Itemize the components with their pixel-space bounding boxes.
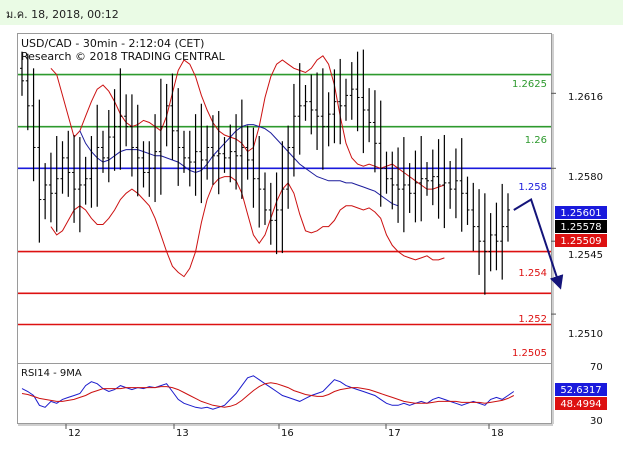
level-label-1.26: 1.26 xyxy=(525,135,547,146)
x-axis-label: 18 xyxy=(491,428,504,439)
forecast-arrow xyxy=(513,197,564,290)
rsi-tick-label: 30 xyxy=(590,416,603,427)
rsi-tag-blue: 52.6317 xyxy=(560,385,601,396)
header-date: ม.ค. 18, 2018, 00:12 xyxy=(6,8,119,21)
x-axis-label: 17 xyxy=(388,428,401,439)
price-tag-black: 1.25578 xyxy=(560,222,601,233)
y-tick-label: 1.2580 xyxy=(568,172,603,183)
price-tags: 1.25601 1.25578 1.25509 xyxy=(555,206,607,247)
rsi-title: RSI14 - 9MA xyxy=(21,368,82,379)
level-label-1.254: 1.254 xyxy=(518,268,547,279)
rsi-tick-label: 70 xyxy=(590,362,603,373)
price-tag-box-red xyxy=(555,234,607,247)
y-tick-label: 1.2545 xyxy=(568,250,603,261)
x-axis-ticks xyxy=(65,424,490,429)
forecast-layer xyxy=(513,197,564,290)
price-tag-blue: 1.25601 xyxy=(560,208,601,219)
level-label-1.252: 1.252 xyxy=(518,314,547,325)
candles-layer xyxy=(20,49,510,295)
chart-title: USD/CAD - 30min - 2:12:04 (CET) xyxy=(21,37,204,50)
rsi-layer xyxy=(21,375,515,410)
chart-subtitle: Research © 2018 TRADING CENTRAL xyxy=(21,50,226,63)
rsi-tag-box-blue xyxy=(555,383,607,396)
price-tag-red: 1.25509 xyxy=(560,236,601,247)
x-axis-label: 12 xyxy=(68,428,81,439)
level-labels: 1.2625 1.26 1.258 1.254 1.252 1.2505 xyxy=(512,79,547,359)
level-label-1.2625: 1.2625 xyxy=(512,79,547,90)
y-tick-label: 1.2616 xyxy=(568,92,603,103)
header-bar: ม.ค. 18, 2018, 00:12 xyxy=(0,0,623,25)
rsi-ma-line xyxy=(21,382,515,408)
rsi-panel-frame xyxy=(17,363,552,424)
rsi-tag-red: 48.4994 xyxy=(560,399,601,410)
price-tag-box-blue xyxy=(555,206,607,219)
rsi-tag-box-red xyxy=(555,397,607,410)
level-label-1.2505: 1.2505 xyxy=(512,348,547,359)
bollinger-lower-line xyxy=(50,176,445,278)
price-tag-box-black xyxy=(555,220,607,233)
x-axis-label: 13 xyxy=(176,428,189,439)
level-label-1.258: 1.258 xyxy=(518,182,547,193)
rsi-tags: 52.6317 48.4994 xyxy=(555,383,607,410)
y-tick-label: 1.2510 xyxy=(568,329,603,340)
moving-average-line xyxy=(79,124,399,207)
x-axis-label: 16 xyxy=(281,428,294,439)
